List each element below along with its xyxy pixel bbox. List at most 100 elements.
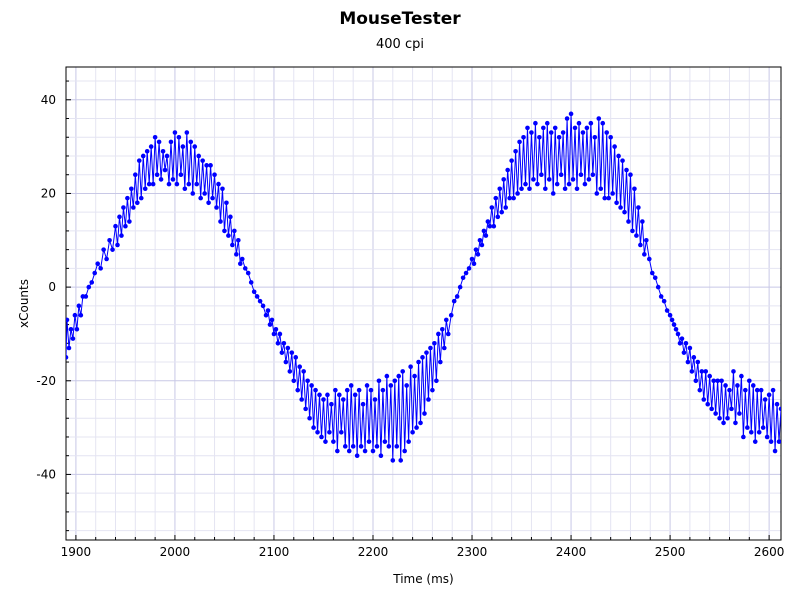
data-point <box>511 195 516 201</box>
data-point <box>745 425 750 430</box>
data-point <box>507 195 512 201</box>
data-point <box>485 219 491 224</box>
data-point <box>576 120 582 126</box>
data-point <box>123 223 128 229</box>
data-point <box>669 317 675 323</box>
data-point <box>632 186 637 192</box>
axis-ticks: 1900 2000 2100 2200 2300 2400 2500 2600 -40 -20 0 2… <box>36 80 784 559</box>
data-point <box>649 270 655 276</box>
data-point <box>202 191 207 196</box>
data-point <box>352 392 358 398</box>
data-point <box>689 369 695 374</box>
data-point <box>448 312 454 318</box>
data-point <box>580 130 586 135</box>
data-point <box>303 406 308 412</box>
data-point <box>778 406 781 412</box>
data-point <box>158 177 164 182</box>
data-point <box>76 303 82 309</box>
data-point <box>608 134 613 140</box>
data-point <box>477 237 483 243</box>
data-point <box>138 195 144 201</box>
data-point <box>642 252 647 257</box>
data-point <box>493 195 499 201</box>
data-point <box>115 242 120 248</box>
data-point <box>731 369 736 374</box>
data-point <box>237 261 243 266</box>
data-point <box>533 120 538 126</box>
data-point <box>479 242 485 248</box>
data-point <box>679 336 685 341</box>
data-point <box>719 378 724 384</box>
data-point <box>92 270 98 276</box>
data-point <box>640 219 645 224</box>
data-point <box>297 364 303 370</box>
data-point <box>733 420 738 426</box>
data-point <box>340 397 346 402</box>
data-point <box>741 434 746 440</box>
data-point <box>172 130 178 135</box>
data-point <box>620 158 625 163</box>
data-point <box>156 139 162 145</box>
data-point <box>333 387 338 393</box>
data-point <box>440 326 445 332</box>
data-point <box>196 153 201 159</box>
data-point <box>194 181 200 187</box>
data-point <box>354 453 360 459</box>
data-point <box>104 256 109 262</box>
data-point <box>113 223 118 229</box>
data-point <box>321 397 326 402</box>
data-point <box>222 228 227 234</box>
data-point <box>590 172 596 178</box>
data-point <box>503 205 509 210</box>
data-point <box>267 322 273 327</box>
data-point <box>275 341 281 346</box>
data-point <box>489 205 495 210</box>
data-point <box>703 369 709 374</box>
data-point <box>750 383 756 388</box>
data-point <box>443 317 449 323</box>
data-point <box>226 233 231 238</box>
data-point <box>180 144 186 149</box>
data-point <box>600 120 606 126</box>
data-point <box>242 266 248 271</box>
data-point <box>646 256 652 262</box>
data-point <box>228 214 233 220</box>
data-point <box>380 387 386 393</box>
data-point <box>451 298 457 304</box>
data-point <box>578 172 584 178</box>
data-point <box>717 415 722 421</box>
data-point <box>135 200 140 206</box>
data-point <box>148 144 154 149</box>
data-point <box>499 209 505 215</box>
data-point <box>414 425 419 430</box>
data-point <box>568 111 574 117</box>
data-point <box>552 125 558 131</box>
data-point <box>305 378 310 384</box>
y-axis-title: xCounts <box>17 279 31 328</box>
data-point <box>307 415 312 421</box>
data-point <box>319 434 324 440</box>
data-point <box>729 406 734 412</box>
data-series <box>66 111 781 463</box>
data-point <box>412 373 417 379</box>
y-tick-label: 0 <box>48 280 56 294</box>
data-point <box>626 219 631 224</box>
data-point <box>671 322 677 327</box>
data-point <box>673 326 679 332</box>
data-point <box>404 383 409 388</box>
data-point <box>527 186 532 192</box>
data-point <box>772 448 778 454</box>
data-point <box>230 242 235 248</box>
data-point <box>220 186 225 192</box>
data-point <box>562 186 568 192</box>
data-point <box>311 425 316 430</box>
data-point <box>327 429 332 435</box>
data-point <box>339 429 344 435</box>
data-point <box>117 214 122 220</box>
data-point <box>269 317 275 323</box>
data-point <box>420 355 425 360</box>
data-point <box>695 359 701 365</box>
data-point <box>168 139 174 145</box>
data-point <box>236 237 241 243</box>
data-point <box>776 439 781 444</box>
